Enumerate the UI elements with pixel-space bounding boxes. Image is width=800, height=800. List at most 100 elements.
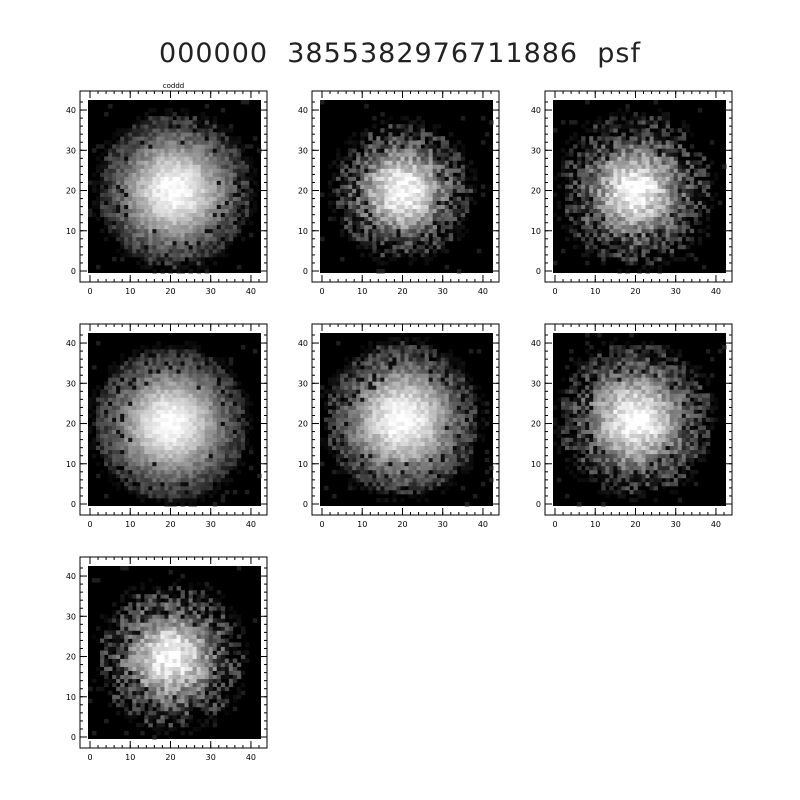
psf-pixel bbox=[164, 192, 169, 197]
psf-pixel bbox=[144, 216, 149, 222]
psf-pixel bbox=[176, 224, 181, 230]
psf-pixel bbox=[196, 196, 202, 201]
psf-pixel bbox=[108, 369, 113, 374]
psf-pixel bbox=[120, 473, 125, 479]
psf-pixel bbox=[360, 144, 365, 149]
psf-pixel bbox=[144, 485, 149, 491]
psf-pixel bbox=[376, 184, 381, 189]
psf-pixel bbox=[665, 244, 671, 250]
psf-pixel bbox=[156, 200, 161, 205]
psf-pixel bbox=[240, 417, 246, 422]
psf-pixel bbox=[208, 232, 214, 238]
psf-pixel bbox=[244, 200, 250, 205]
psf-pixel bbox=[188, 437, 193, 443]
psf-pixel bbox=[388, 176, 393, 181]
psf-pixel bbox=[96, 164, 101, 169]
psf-pixel bbox=[220, 421, 226, 426]
psf-pixel bbox=[448, 156, 454, 161]
psf-pixel bbox=[388, 136, 393, 141]
psf-pixel bbox=[244, 216, 250, 222]
psf-pixel bbox=[244, 180, 250, 185]
psf-pixel bbox=[589, 136, 594, 141]
psf-pixel bbox=[625, 152, 630, 157]
psf-pixel bbox=[420, 124, 425, 129]
psf-pixel bbox=[392, 204, 397, 210]
psf-pixel bbox=[176, 168, 181, 173]
psf-pixel bbox=[204, 449, 210, 455]
psf-pixel bbox=[420, 204, 425, 210]
psf-pixel bbox=[128, 252, 133, 258]
psf-pixel bbox=[372, 204, 377, 210]
psf-pixel bbox=[396, 160, 401, 165]
psf-pixel bbox=[128, 152, 133, 157]
psf-pixel bbox=[689, 252, 695, 258]
psf-pixel bbox=[88, 445, 93, 451]
psf-pixel bbox=[637, 144, 642, 149]
psf-pixel bbox=[617, 144, 622, 149]
psf-pixel bbox=[372, 212, 377, 218]
psf-pixel bbox=[384, 156, 389, 161]
psf-pixel bbox=[657, 168, 663, 173]
psf-pixel bbox=[472, 188, 478, 193]
psf-pixel bbox=[444, 152, 450, 157]
psf-pixel bbox=[132, 144, 137, 149]
psf-pixel bbox=[180, 437, 185, 443]
psf-pixel bbox=[180, 449, 185, 455]
psf-pixel bbox=[585, 260, 590, 266]
psf-pixel bbox=[128, 393, 133, 398]
psf-pixel bbox=[693, 180, 699, 185]
psf-pixel bbox=[144, 469, 149, 475]
psf-pixel bbox=[665, 148, 671, 153]
psf-pixel bbox=[412, 236, 417, 242]
psf-pixel bbox=[653, 192, 658, 197]
psf-pixel bbox=[152, 457, 157, 463]
psf-pixel bbox=[140, 361, 145, 366]
psf-pixel bbox=[200, 461, 206, 467]
psf-pixel bbox=[108, 437, 113, 443]
psf-pixel bbox=[100, 192, 105, 197]
psf-pixel bbox=[188, 128, 193, 133]
psf-pixel bbox=[372, 256, 377, 262]
psf-pixel bbox=[176, 393, 181, 398]
psf-pixel bbox=[176, 164, 181, 169]
psf-pixel bbox=[416, 236, 421, 242]
psf-pixel bbox=[416, 144, 421, 149]
psf-pixel bbox=[252, 172, 258, 177]
psf-pixel bbox=[148, 457, 153, 463]
psf-pixel bbox=[120, 148, 125, 153]
psf-pixel bbox=[160, 216, 165, 222]
psf-pixel bbox=[340, 184, 345, 189]
psf-pixel bbox=[376, 172, 381, 177]
psf-pixel bbox=[124, 184, 129, 189]
psf-pixel bbox=[689, 176, 695, 181]
psf-pixel bbox=[456, 232, 462, 238]
psf-pixel bbox=[661, 112, 667, 117]
psf-pixel bbox=[384, 200, 389, 205]
psf-pixel bbox=[637, 204, 642, 210]
psf-pixel bbox=[144, 252, 149, 258]
psf-pixel bbox=[180, 108, 185, 113]
psf-pixel bbox=[88, 441, 93, 447]
psf-pixel bbox=[657, 164, 663, 169]
psf-pixel bbox=[448, 180, 454, 185]
psf-pixel bbox=[701, 264, 707, 270]
psf-pixel bbox=[176, 485, 181, 491]
psf-pixel bbox=[200, 425, 206, 430]
psf-pixel bbox=[96, 425, 101, 430]
psf-pixel bbox=[156, 172, 161, 177]
psf-pixel bbox=[400, 240, 405, 246]
psf-pixel bbox=[208, 136, 214, 141]
psf-pixel bbox=[368, 164, 373, 169]
psf-pixel bbox=[649, 192, 654, 197]
psf-pixel bbox=[244, 100, 250, 105]
psf-pixel bbox=[160, 156, 165, 161]
psf-pixel bbox=[124, 192, 129, 197]
psf-pixel bbox=[132, 457, 137, 463]
psf-pixel bbox=[336, 200, 341, 205]
psf-pixel bbox=[116, 369, 121, 374]
psf-pixel bbox=[132, 140, 137, 145]
psf-pixel bbox=[452, 224, 458, 230]
psf-pixel bbox=[661, 176, 667, 181]
psf-pixel bbox=[180, 224, 185, 230]
psf-pixel bbox=[569, 204, 574, 210]
